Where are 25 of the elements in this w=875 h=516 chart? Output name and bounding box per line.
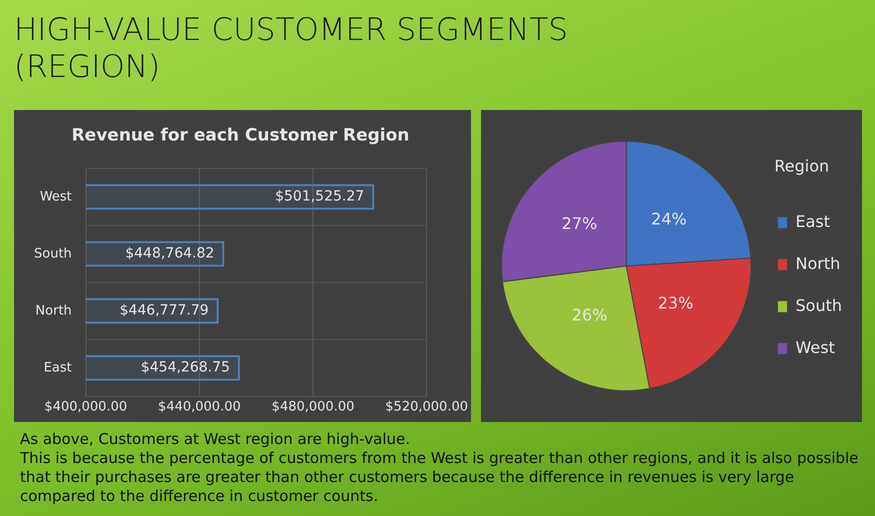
data-label: $448,764.82 xyxy=(125,246,214,262)
legend-label: West xyxy=(796,338,835,357)
legend-label: East xyxy=(796,212,830,231)
x-tick-label: $400,000.00 xyxy=(44,400,128,415)
y-tick-label: West xyxy=(40,189,72,204)
data-label: $454,268.75 xyxy=(140,360,230,376)
chart-title: Revenue for each Customer Region xyxy=(72,126,410,146)
data-label: 23% xyxy=(658,293,694,312)
x-tick-label: $440,000.00 xyxy=(158,400,241,415)
legend-label: North xyxy=(796,254,840,273)
data-label: 24% xyxy=(651,210,687,229)
data-label: 26% xyxy=(572,306,608,325)
text: This is because the percentage of customers from the West is greater than other regions, and it is also possible that their purchases are greater than other customers because the difference in revenues is very large compared to the difference in customer counts. xyxy=(20,449,860,506)
x-tick-label: $520,000.00 xyxy=(385,400,468,415)
y-tick-label: South xyxy=(34,246,72,262)
y-tick-label: East xyxy=(44,360,72,376)
data-label: 27% xyxy=(562,214,598,233)
data-label: $446,777.79 xyxy=(120,302,209,319)
data-label: $501,525.27 xyxy=(275,188,364,205)
text: As above, Customers at West region are high-value. xyxy=(20,430,411,449)
x-tick-label: $480,000.00 xyxy=(272,400,354,415)
y-tick-label: North xyxy=(35,303,72,318)
legend-title: Region xyxy=(774,156,830,176)
legend-label: South xyxy=(796,296,842,315)
text: HIGH-VALUE CUSTOMER SEGMENTS (REGION) xyxy=(14,12,569,86)
